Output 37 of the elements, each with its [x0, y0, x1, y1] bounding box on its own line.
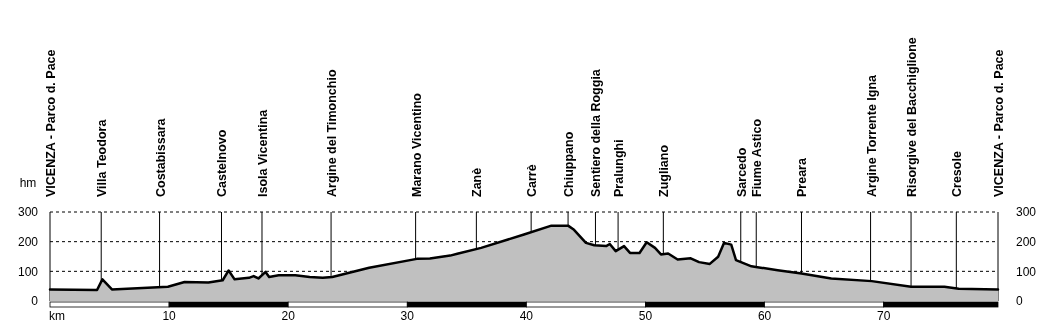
ref-line-label: Preara [795, 157, 810, 197]
ref-line-label: Fiume Astico [750, 118, 765, 197]
y-tick-label: 100 [17, 264, 39, 279]
ref-line-label: Sentiero della Roggia [589, 68, 604, 197]
x-axis-title: km [49, 309, 65, 323]
ref-line-label: Sarcedo [734, 147, 749, 197]
y-tick-label: 0 [31, 294, 39, 309]
x-tick-label: 50 [638, 309, 653, 323]
ref-line-label: Argine del Timonchio [325, 69, 340, 197]
x-tick-label: 40 [519, 309, 534, 323]
ref-line-label: Zanè [470, 167, 485, 197]
y-axis-title: hm [19, 176, 37, 190]
ref-line-label: Villa Teodora [95, 118, 110, 197]
ref-line-label: VICENZA - Parco d. Pace [44, 49, 58, 197]
x-tick-label: 30 [400, 309, 415, 323]
x-tick-label: 20 [281, 309, 296, 323]
ref-line-label: Carrè [525, 164, 540, 197]
ref-line-label: Chiuppano [562, 131, 577, 197]
y2-tick-label: 300 [1016, 205, 1037, 220]
y2-tick-label: 100 [1016, 264, 1037, 279]
y-tick-label: 300 [17, 205, 39, 220]
ref-line-label: Marano Vicentino [409, 92, 424, 197]
y2-tick-label: 200 [1016, 234, 1037, 249]
ref-line-label: Isola Vicentina [255, 108, 270, 197]
x-tick-label: 10 [162, 309, 177, 323]
y2-tick-label: 0 [1016, 294, 1023, 309]
x-tick-label: 70 [876, 309, 891, 323]
ref-line-label: Pralunghi [612, 139, 627, 197]
ref-line-label: Cresole [950, 151, 965, 197]
ref-line-label: Castelnovo [215, 129, 230, 197]
ref-line-label: Costabissara [153, 117, 168, 197]
ref-line-label: VICENZA - Parco d. Pace [992, 49, 1006, 197]
x-tick-label: 60 [757, 309, 772, 323]
ref-line-label: Zugliano [657, 144, 672, 197]
ref-line-label: Argine Torrente Igna [864, 73, 879, 197]
ref-line-label: Risorgive del Bacchiglione [905, 37, 920, 197]
y-tick-label: 200 [17, 234, 39, 249]
